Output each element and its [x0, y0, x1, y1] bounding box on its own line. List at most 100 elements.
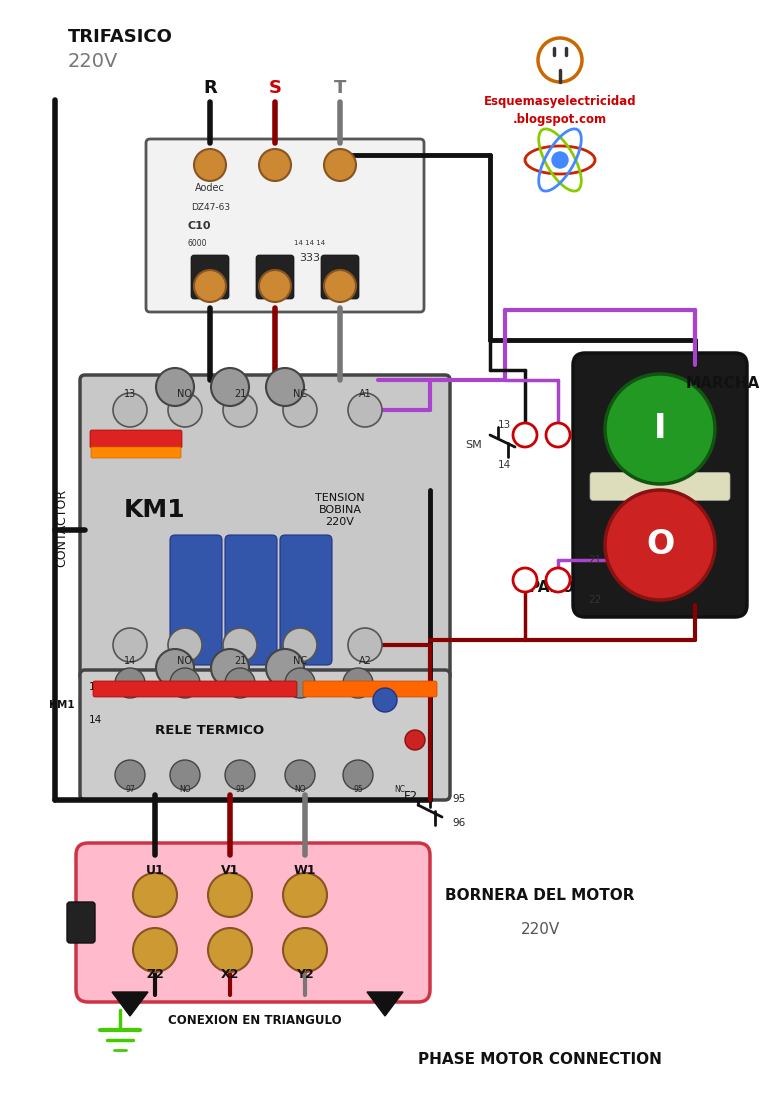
- Text: KM1: KM1: [124, 498, 185, 522]
- Circle shape: [194, 269, 226, 302]
- FancyBboxPatch shape: [67, 902, 95, 943]
- Circle shape: [373, 688, 397, 712]
- Circle shape: [343, 668, 373, 698]
- Text: SM: SM: [465, 440, 482, 450]
- Text: 14: 14: [88, 715, 102, 725]
- Text: NO: NO: [294, 784, 306, 794]
- Circle shape: [223, 393, 257, 427]
- Circle shape: [513, 568, 537, 592]
- Circle shape: [133, 873, 177, 917]
- Text: T: T: [334, 79, 347, 96]
- Text: 93: 93: [235, 784, 245, 794]
- Circle shape: [168, 628, 202, 662]
- Text: 96: 96: [452, 818, 465, 828]
- Circle shape: [208, 873, 252, 917]
- FancyBboxPatch shape: [321, 255, 359, 299]
- Text: 21: 21: [234, 657, 246, 667]
- Polygon shape: [367, 991, 403, 1016]
- Text: SP: SP: [558, 574, 572, 586]
- Circle shape: [211, 649, 249, 686]
- FancyBboxPatch shape: [80, 670, 450, 800]
- Circle shape: [285, 760, 315, 790]
- Circle shape: [211, 368, 249, 406]
- Text: 95: 95: [452, 794, 465, 804]
- Circle shape: [348, 393, 382, 427]
- Circle shape: [605, 490, 715, 600]
- Text: 14: 14: [552, 430, 565, 439]
- Circle shape: [170, 760, 200, 790]
- Circle shape: [266, 368, 304, 406]
- FancyBboxPatch shape: [303, 681, 437, 696]
- Text: Aodec: Aodec: [195, 183, 225, 193]
- Circle shape: [343, 760, 373, 790]
- Circle shape: [156, 368, 194, 406]
- Text: 22: 22: [588, 596, 601, 606]
- Circle shape: [324, 149, 356, 181]
- Text: C10: C10: [188, 221, 211, 231]
- Text: PHASE MOTOR CONNECTION: PHASE MOTOR CONNECTION: [418, 1052, 662, 1068]
- Text: KM1: KM1: [49, 700, 75, 710]
- Text: RELE TERMICO: RELE TERMICO: [156, 723, 264, 736]
- Text: W1: W1: [294, 865, 316, 877]
- Circle shape: [225, 760, 255, 790]
- Circle shape: [546, 423, 570, 447]
- Text: 13: 13: [519, 430, 531, 439]
- Text: A1: A1: [359, 389, 372, 399]
- Circle shape: [168, 393, 202, 427]
- Text: 220V: 220V: [521, 923, 559, 937]
- Text: MARCHA: MARCHA: [686, 376, 760, 390]
- Circle shape: [259, 269, 291, 302]
- Text: CONTACTOR: CONTACTOR: [55, 489, 68, 567]
- Text: I: I: [654, 413, 667, 446]
- Text: X2: X2: [221, 967, 239, 980]
- Text: DZ47-63: DZ47-63: [191, 203, 230, 213]
- Circle shape: [405, 730, 425, 750]
- Circle shape: [538, 38, 582, 82]
- Circle shape: [605, 374, 715, 484]
- Circle shape: [324, 269, 356, 302]
- Circle shape: [170, 668, 200, 698]
- Circle shape: [208, 928, 252, 971]
- FancyBboxPatch shape: [256, 255, 294, 299]
- Circle shape: [546, 568, 570, 592]
- Text: NC: NC: [394, 784, 406, 794]
- Text: F2: F2: [404, 791, 418, 804]
- Text: 21: 21: [234, 389, 246, 399]
- Circle shape: [113, 393, 147, 427]
- Circle shape: [225, 668, 255, 698]
- Text: NO: NO: [179, 784, 191, 794]
- Text: 333: 333: [299, 253, 321, 263]
- Text: BORNERA DEL MOTOR: BORNERA DEL MOTOR: [445, 887, 635, 903]
- Circle shape: [283, 928, 327, 971]
- Circle shape: [113, 628, 147, 662]
- Circle shape: [283, 393, 317, 427]
- Circle shape: [156, 649, 194, 686]
- Circle shape: [513, 423, 537, 447]
- Text: CONEXION EN TRIANGULO: CONEXION EN TRIANGULO: [168, 1014, 342, 1027]
- Circle shape: [194, 149, 226, 181]
- FancyBboxPatch shape: [225, 535, 277, 665]
- Text: S: S: [268, 79, 281, 96]
- FancyBboxPatch shape: [76, 843, 430, 1003]
- Circle shape: [552, 152, 568, 167]
- FancyBboxPatch shape: [146, 139, 424, 312]
- Text: 13: 13: [498, 420, 511, 430]
- Text: Y2: Y2: [296, 967, 314, 980]
- Text: NO: NO: [178, 657, 192, 667]
- FancyBboxPatch shape: [90, 430, 182, 448]
- Text: 220V: 220V: [68, 52, 119, 71]
- Text: 21: 21: [519, 576, 531, 584]
- Text: NO: NO: [178, 389, 192, 399]
- Text: 97: 97: [125, 784, 135, 794]
- Text: R: R: [203, 79, 217, 96]
- Text: O: O: [646, 529, 674, 561]
- Circle shape: [223, 628, 257, 662]
- Circle shape: [133, 928, 177, 971]
- Circle shape: [283, 873, 327, 917]
- Circle shape: [348, 628, 382, 662]
- FancyBboxPatch shape: [191, 255, 229, 299]
- Text: TRIFASICO: TRIFASICO: [68, 28, 173, 45]
- Text: 14 14 14: 14 14 14: [294, 240, 325, 246]
- Circle shape: [115, 668, 145, 698]
- Text: TENSION
BOBINA
220V: TENSION BOBINA 220V: [315, 494, 365, 527]
